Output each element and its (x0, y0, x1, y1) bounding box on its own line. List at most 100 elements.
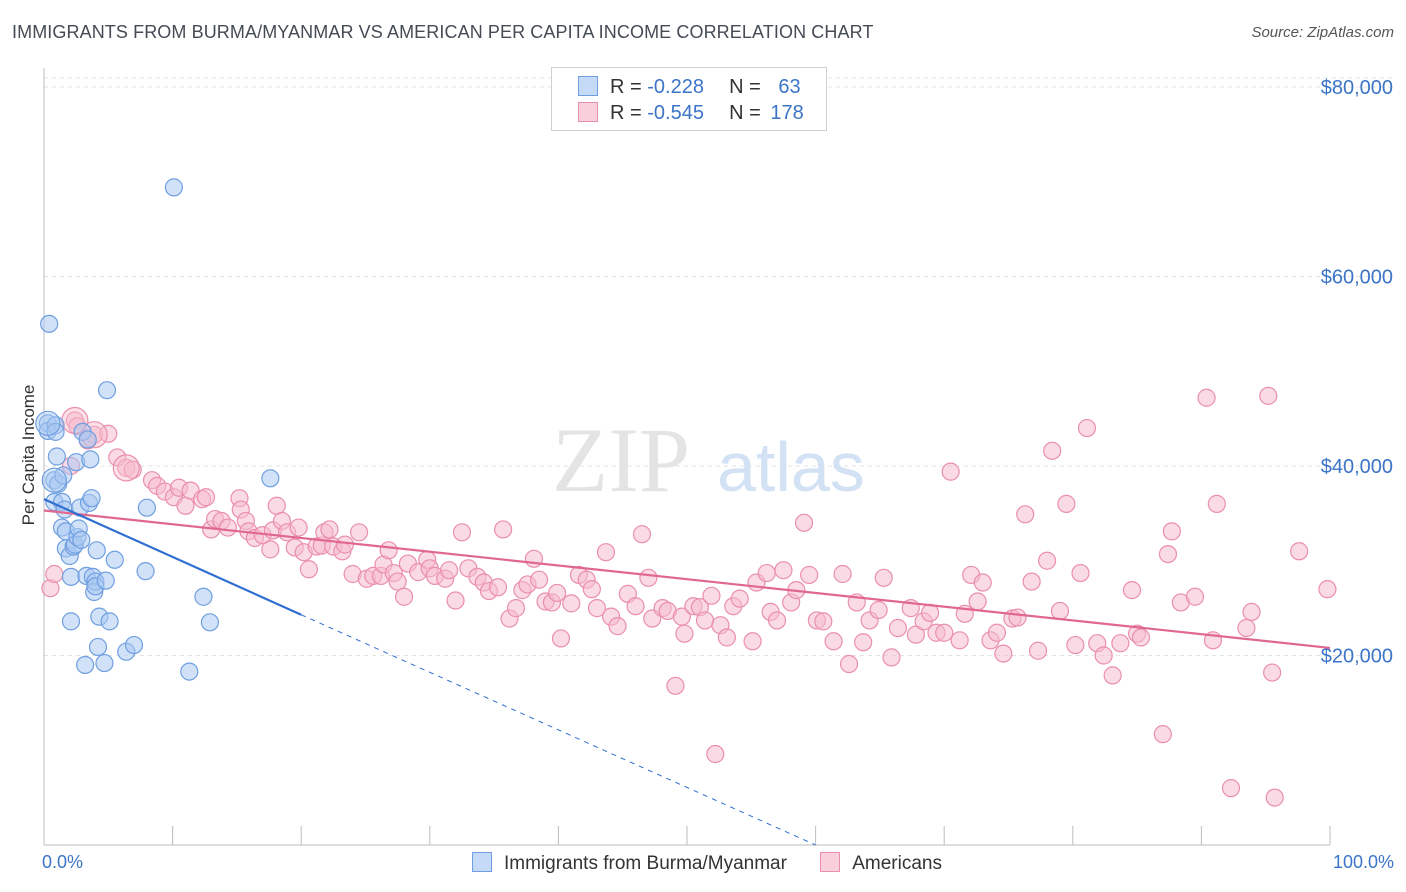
legend-r-label: R = (610, 76, 642, 98)
legend-series-name: Immigrants from Burma/Myanmar (504, 853, 787, 874)
americans-point (794, 513, 814, 532)
americans-point (1131, 628, 1151, 647)
burma-point (72, 530, 91, 549)
legend-n-value: 178 (770, 102, 804, 124)
americans-point (196, 488, 216, 507)
burma-point (137, 498, 156, 517)
americans-point (774, 561, 793, 580)
burma-points (35, 178, 280, 681)
americans-point (874, 568, 893, 587)
americans-point (1094, 646, 1113, 665)
americans-point (1111, 634, 1130, 653)
americans-point (882, 648, 901, 667)
americans-point (562, 594, 581, 613)
americans-point (695, 611, 715, 630)
americans-point (626, 597, 645, 616)
americans-point (446, 591, 465, 610)
burma-point (81, 450, 100, 469)
americans-point (1162, 522, 1181, 541)
americans-point (1037, 551, 1057, 570)
burma-point (95, 653, 114, 673)
burma-point (88, 637, 108, 657)
burma-point (194, 587, 213, 606)
y-tick-label: $80,000 (1321, 77, 1393, 99)
burma-point (100, 612, 119, 631)
americans-point (261, 540, 280, 559)
legend-series-name: Americans (852, 853, 942, 874)
burma-point (124, 635, 144, 655)
americans-point (717, 628, 736, 647)
americans-point (439, 561, 459, 580)
americans-point (941, 462, 960, 481)
legend-item-americans: Americans (820, 852, 942, 875)
americans-point (639, 568, 658, 587)
burma-point (180, 662, 199, 681)
americans-point (1066, 635, 1085, 655)
americans-point (1242, 602, 1261, 622)
americans-point (1022, 572, 1041, 591)
americans-point (935, 623, 954, 642)
americans-point (1265, 788, 1284, 807)
source-credit: Source: ZipAtlas.com (1251, 24, 1394, 41)
americans-point (99, 424, 118, 443)
americans-point (289, 518, 308, 537)
burma-point (200, 613, 219, 632)
americans-point (824, 632, 843, 651)
y-tick-label: $60,000 (1321, 266, 1393, 288)
americans-point (833, 564, 852, 584)
americans-point (968, 592, 987, 611)
americans-point (379, 541, 398, 560)
americans-point (1207, 494, 1226, 513)
americans-point (1043, 441, 1062, 460)
americans-point (1290, 542, 1309, 561)
americans-point (45, 564, 64, 584)
americans-point (218, 518, 237, 537)
burma-point (97, 381, 117, 400)
burma-point (87, 541, 106, 560)
americans-point (1008, 608, 1027, 627)
americans-point (299, 560, 319, 579)
americans-point (176, 496, 195, 515)
americans-point (1122, 581, 1142, 600)
americans-point (706, 744, 725, 764)
trend-lines (43, 498, 1331, 846)
legend-r-label: R = (610, 102, 642, 124)
americans-point (123, 460, 142, 479)
burma-trend-line (43, 498, 302, 616)
americans-point (1237, 618, 1256, 638)
x-tick-max: 100.0% (1332, 852, 1394, 872)
americans-point (1221, 779, 1241, 798)
chart-title: IMMIGRANTS FROM BURMA/MYANMAR VS AMERICA… (12, 22, 874, 42)
watermark-zip: ZIP (552, 409, 690, 511)
americans-point (1197, 388, 1216, 407)
burma-point (105, 550, 124, 569)
burma-point (47, 447, 66, 466)
americans-point (814, 612, 833, 631)
americans-point (494, 520, 513, 539)
americans-point (1071, 563, 1090, 583)
burma-point (96, 571, 115, 590)
americans-point (743, 632, 762, 651)
americans-point (349, 523, 369, 542)
legend-r-value: -0.228 (647, 76, 704, 98)
axes (43, 68, 1331, 846)
legend-n-value: 63 (778, 76, 801, 98)
americans-point (335, 535, 355, 554)
americans-point (1103, 666, 1122, 685)
y-tick-label: $40,000 (1321, 456, 1393, 478)
americans-point (994, 644, 1013, 663)
americans-point (488, 578, 508, 597)
americans-point (548, 583, 567, 603)
americans-point (950, 631, 969, 650)
americans-point (596, 543, 616, 562)
americans-point (1158, 544, 1178, 564)
americans-point (394, 587, 414, 606)
americans-point (320, 520, 339, 539)
americans-point (666, 676, 685, 695)
americans-point (608, 617, 627, 636)
burma-point (54, 466, 73, 485)
americans-point (1028, 641, 1048, 660)
americans-point (869, 600, 888, 620)
americans-point (587, 599, 607, 618)
